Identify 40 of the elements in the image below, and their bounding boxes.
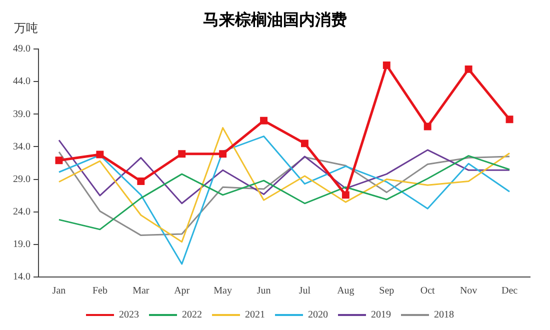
x-tick-label: Apr: [174, 286, 190, 297]
point: [178, 150, 186, 158]
y-tick-label: 39.0: [13, 108, 30, 120]
y-tick-label: 34.0: [13, 141, 30, 152]
x-tick-label: Sep: [379, 286, 394, 297]
legend-label: 2019: [371, 310, 391, 321]
y-axis-title: 万吨: [14, 20, 38, 37]
x-tick-label: Feb: [92, 286, 108, 297]
point: [424, 122, 432, 130]
point: [219, 150, 227, 158]
legend-label: 2018: [434, 310, 454, 321]
x-tick-label: Oct: [420, 286, 436, 297]
x-tick-label: Nov: [460, 286, 478, 297]
point: [55, 156, 63, 164]
chart-title: 马来棕榈油国内消费: [203, 10, 347, 29]
point: [137, 178, 145, 185]
y-tick-label: 44.0: [13, 76, 30, 88]
y-tick-label: 14.0: [13, 272, 30, 283]
point: [382, 62, 390, 70]
x-tick-label: Jul: [298, 286, 311, 297]
legend-label: 2023: [119, 310, 139, 321]
y-tick-label: 24.0: [13, 206, 30, 218]
x-tick-label: Jun: [256, 286, 271, 297]
legend-label: 2020: [308, 310, 328, 321]
y-tick-label: 49.0: [13, 44, 30, 55]
point: [301, 140, 308, 148]
y-tick-label: 19.0: [13, 239, 30, 250]
point: [342, 191, 350, 199]
point: [506, 116, 514, 124]
x-tick-label: Aug: [337, 286, 354, 297]
x-tick-label: Mar: [132, 286, 150, 297]
legend-label: 2022: [182, 310, 202, 321]
point: [464, 65, 472, 73]
point: [96, 150, 104, 158]
x-tick-label: Dec: [501, 286, 518, 297]
point: [260, 116, 268, 124]
y-tick-label: 29.0: [13, 174, 30, 185]
x-tick-label: Jan: [52, 286, 66, 297]
x-tick-label: May: [214, 286, 232, 297]
legend-label: 2021: [245, 310, 265, 321]
